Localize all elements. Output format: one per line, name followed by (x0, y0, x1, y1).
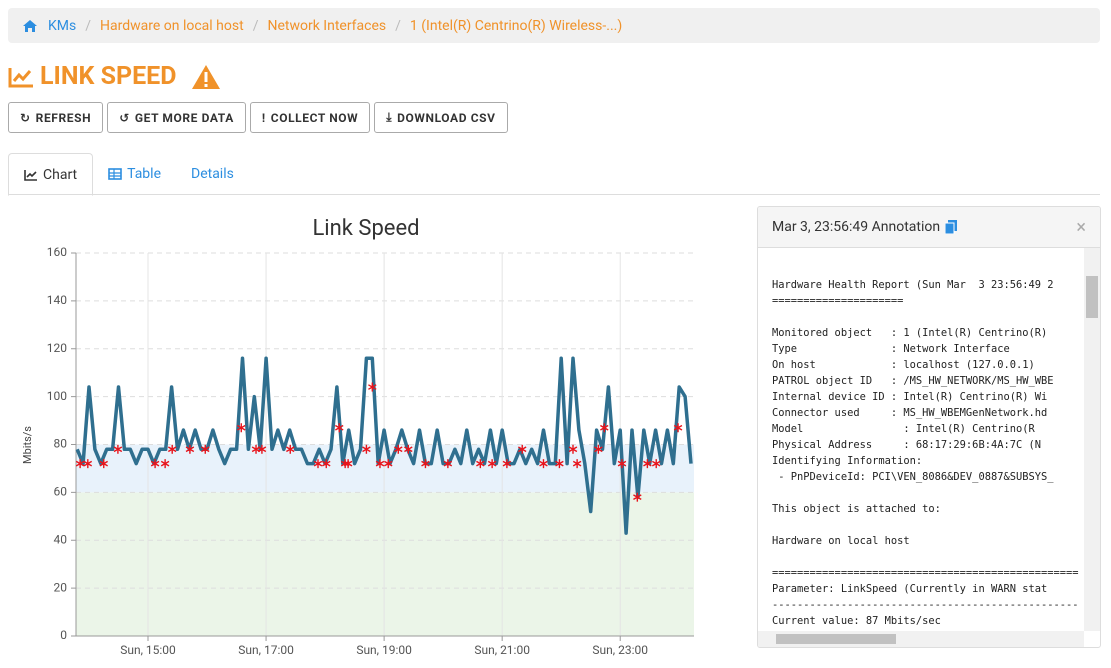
annotation-line: Physical Address : 68:17:29:6B:4A:7C (N (772, 437, 1082, 453)
x-tick-label: Sun, 19:00 (356, 643, 412, 657)
y-tick-label: 0 (60, 628, 67, 642)
annotation-marker (600, 423, 608, 432)
home-icon (22, 19, 38, 33)
x-tick-label: Sun, 15:00 (120, 643, 176, 657)
x-tick-label: Sun, 23:00 (592, 643, 648, 657)
annotation-section: Hardware Health Report (Sun Mar 3 23:56:… (772, 277, 1082, 309)
annotation-header: Mar 3, 23:56:49 Annotation × (758, 207, 1100, 248)
copy-icon[interactable] (945, 220, 957, 234)
close-button[interactable]: × (1076, 217, 1086, 238)
annotation-line: ===================== (772, 293, 1082, 309)
annotation-line: Internal device ID : Intel(R) Centrino(R… (772, 389, 1082, 405)
annotation-line: Monitored object : 1 (Intel(R) Centrino(… (772, 325, 1082, 341)
y-tick-label: 160 (47, 245, 67, 259)
annotation-line: Model : Intel(R) Centrino(R (772, 421, 1082, 437)
annotation-line: Type : Network Interface (772, 341, 1082, 357)
annotation-line: - PnPDeviceId: PCI\VEN_8086&DEV_0887&SUB… (772, 469, 1082, 485)
chart-icon (8, 66, 34, 88)
tab-label: Table (127, 166, 161, 182)
warning-icon (190, 63, 222, 91)
annotation-line: Current value: 87 Mbits/sec (772, 613, 1082, 629)
y-axis-label: Mbits/s (21, 426, 34, 464)
more-data-button[interactable]: ↺GET MORE DATA (107, 102, 246, 133)
annotation-line: Connector used : MS_HW_WBEMGenNetwork.hd (772, 405, 1082, 421)
annotation-line: ----------------------------------------… (772, 597, 1082, 613)
breadcrumb: KMs/ Hardware on local host/ Network Int… (8, 8, 1100, 43)
annotation-line: Hardware Health Report (Sun Mar 3 23:56:… (772, 277, 1082, 293)
scrollbar[interactable] (758, 631, 1084, 647)
y-tick-label: 100 (47, 389, 67, 403)
annotation-line: Parameter: LinkSpeed (Currently in WARN … (772, 581, 1082, 597)
page-title: LINK SPEED (8, 62, 222, 91)
chart: Link Speed Mbits/s 0 20 40 60 80 100 120 140 160… (0, 205, 740, 668)
y-tick-label: 80 (54, 437, 68, 451)
y-tick-label: 60 (54, 485, 68, 499)
chart-title: Link Speed (312, 216, 419, 241)
annotation-title: Mar 3, 23:56:49 Annotation (772, 219, 940, 235)
title-text: LINK SPEED (40, 62, 176, 91)
button-label: DOWNLOAD CSV (397, 111, 495, 125)
scrollbar[interactable] (1084, 248, 1100, 631)
breadcrumb-item[interactable]: Hardware on local host (100, 18, 244, 34)
annotation-section: This object is attached to: (772, 501, 1082, 517)
x-tick-label: Sun, 21:00 (474, 643, 530, 657)
tab-label: Chart (43, 167, 77, 183)
tab[interactable]: Chart (8, 153, 93, 196)
download-button[interactable]: ⤓DOWNLOAD CSV (374, 102, 507, 133)
y-tick-label: 20 (54, 580, 68, 594)
annotation-line: On host : localhost (127.0.0.1) (772, 357, 1082, 373)
tab[interactable]: Details (176, 153, 249, 194)
refresh-button[interactable]: ↻REFRESH (8, 102, 103, 133)
annotation-line: Hardware on local host (772, 533, 1082, 549)
button-label: COLLECT NOW (271, 111, 359, 125)
annotation-section: ========================================… (772, 565, 1082, 629)
tab[interactable]: Table (93, 153, 176, 194)
annotation-line: PATROL object ID : /MS_HW_NETWORK/MS_HW_… (772, 373, 1082, 389)
x-tick-label: Sun, 17:00 (238, 643, 294, 657)
breadcrumb-item[interactable]: KMs (48, 18, 76, 34)
annotation-section: Monitored object : 1 (Intel(R) Centrino(… (772, 325, 1082, 485)
annotation-panel: Mar 3, 23:56:49 Annotation × Hardware He… (757, 206, 1101, 648)
breadcrumb-item[interactable]: 1 (Intel(R) Centrino(R) Wireless-...) (410, 18, 622, 34)
y-tick-label: 40 (54, 532, 68, 546)
button-label: REFRESH (36, 111, 92, 125)
threshold-zone (76, 492, 694, 636)
annotation-section: Hardware on local host (772, 533, 1082, 549)
breadcrumb-item[interactable]: Network Interfaces (267, 18, 386, 34)
y-tick-label: 140 (47, 293, 67, 307)
toolbar: ↻REFRESH ↺GET MORE DATA !COLLECT NOW ⤓DO… (8, 102, 508, 133)
y-tick-label: 120 (47, 341, 67, 355)
annotation-line: This object is attached to: (772, 501, 1082, 517)
annotation-line: ========================================… (772, 565, 1082, 581)
button-label: GET MORE DATA (135, 111, 234, 125)
collect-button[interactable]: !COLLECT NOW (250, 102, 370, 133)
annotation-line: Identifying Information: (772, 453, 1082, 469)
annotation-body: Hardware Health Report (Sun Mar 3 23:56:… (772, 277, 1082, 629)
tabs: Chart Table Details (8, 153, 1100, 195)
tab-label: Details (191, 166, 234, 182)
